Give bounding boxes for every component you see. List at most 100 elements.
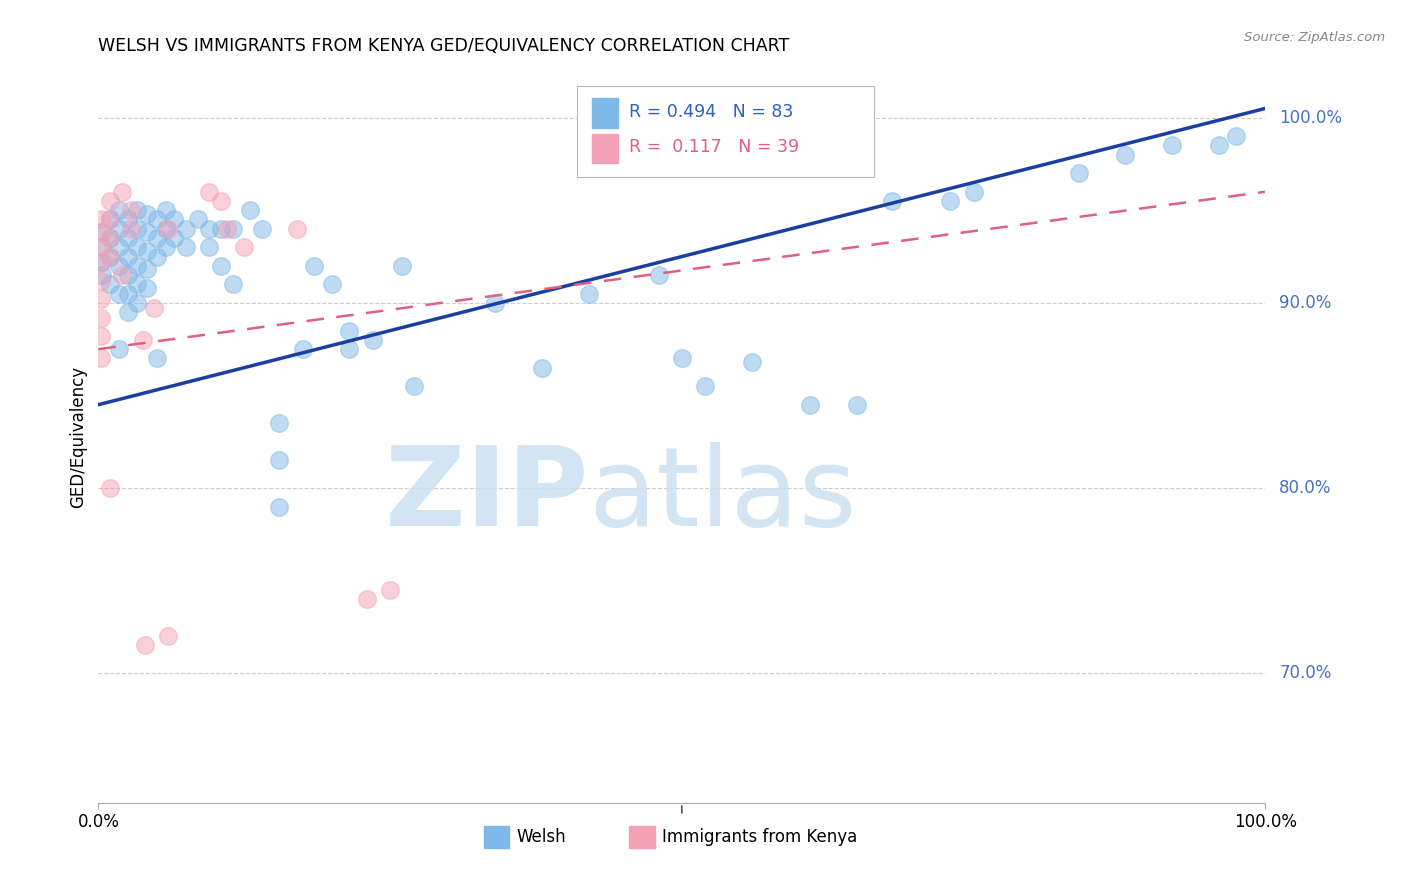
Point	[939, 194, 962, 208]
Point	[98, 194, 121, 208]
Point	[269, 500, 291, 514]
Point	[285, 221, 308, 235]
Point	[391, 259, 413, 273]
Point	[98, 212, 121, 227]
Point	[90, 226, 112, 240]
Point	[209, 194, 232, 208]
Point	[741, 355, 763, 369]
Point	[155, 203, 177, 218]
Point	[695, 379, 717, 393]
Point	[125, 277, 148, 292]
Point	[125, 259, 148, 273]
Point	[134, 639, 156, 653]
Point	[136, 262, 159, 277]
Point	[647, 268, 669, 282]
Point	[98, 277, 121, 292]
Point	[98, 250, 121, 264]
Point	[90, 268, 112, 282]
Point	[198, 185, 221, 199]
Point	[187, 212, 209, 227]
Text: 80.0%: 80.0%	[1279, 479, 1331, 497]
Point	[291, 342, 314, 356]
Point	[233, 240, 256, 254]
Point	[117, 268, 139, 282]
Point	[250, 221, 273, 235]
Point	[143, 301, 166, 316]
Text: atlas: atlas	[589, 442, 858, 549]
Point	[90, 351, 112, 366]
Text: 100.0%: 100.0%	[1279, 109, 1343, 127]
Point	[146, 212, 169, 227]
Text: R = 0.494   N = 83: R = 0.494 N = 83	[630, 103, 794, 120]
Point	[671, 351, 693, 366]
Point	[484, 295, 506, 310]
Point	[90, 240, 112, 254]
Point	[125, 221, 148, 235]
Point	[98, 212, 121, 227]
Point	[304, 259, 326, 273]
Bar	[630, 826, 655, 848]
Point	[146, 250, 169, 264]
Point	[98, 250, 121, 264]
Point	[90, 310, 112, 325]
Point	[880, 194, 903, 208]
Point	[174, 240, 197, 254]
Point	[221, 221, 243, 235]
Point	[120, 221, 142, 235]
Point	[146, 231, 169, 245]
Point	[163, 231, 186, 245]
Point	[321, 277, 343, 292]
Point	[136, 244, 159, 258]
Point	[98, 481, 121, 495]
Point	[846, 398, 869, 412]
Point	[356, 592, 378, 607]
Text: WELSH VS IMMIGRANTS FROM KENYA GED/EQUIVALENCY CORRELATION CHART: WELSH VS IMMIGRANTS FROM KENYA GED/EQUIV…	[98, 37, 790, 54]
Point	[380, 582, 402, 597]
Point	[530, 360, 553, 375]
Point	[136, 207, 159, 221]
Text: Immigrants from Kenya: Immigrants from Kenya	[662, 828, 858, 847]
Point	[1208, 138, 1230, 153]
Point	[155, 240, 177, 254]
Y-axis label: GED/Equivalency: GED/Equivalency	[69, 366, 87, 508]
Point	[111, 268, 134, 282]
Point	[136, 226, 159, 240]
Point	[136, 281, 159, 295]
Point	[120, 203, 142, 218]
Point	[198, 221, 221, 235]
Text: 90.0%: 90.0%	[1279, 293, 1331, 312]
Point	[108, 221, 131, 235]
Point	[157, 221, 180, 235]
Point	[239, 203, 262, 218]
Point	[132, 333, 155, 347]
Point	[146, 351, 169, 366]
Point	[209, 221, 232, 235]
Point	[174, 221, 197, 235]
Point	[117, 305, 139, 319]
Point	[337, 342, 360, 356]
Point	[799, 398, 821, 412]
Point	[157, 629, 180, 643]
Point	[90, 255, 112, 269]
Point	[269, 416, 291, 430]
Point	[117, 286, 139, 301]
Point	[90, 274, 112, 288]
Point	[90, 329, 112, 343]
Point	[108, 286, 131, 301]
Point	[215, 221, 238, 235]
Point	[269, 453, 291, 467]
Point	[90, 226, 112, 240]
Text: 70.0%: 70.0%	[1279, 665, 1331, 682]
Bar	[484, 826, 509, 848]
Point	[402, 379, 425, 393]
Point	[111, 185, 134, 199]
Point	[108, 342, 131, 356]
Point	[221, 277, 243, 292]
Point	[163, 212, 186, 227]
Point	[98, 231, 121, 245]
Point	[209, 259, 232, 273]
Point	[90, 292, 112, 306]
Point	[117, 231, 139, 245]
Point	[337, 324, 360, 338]
Point	[1114, 147, 1136, 161]
